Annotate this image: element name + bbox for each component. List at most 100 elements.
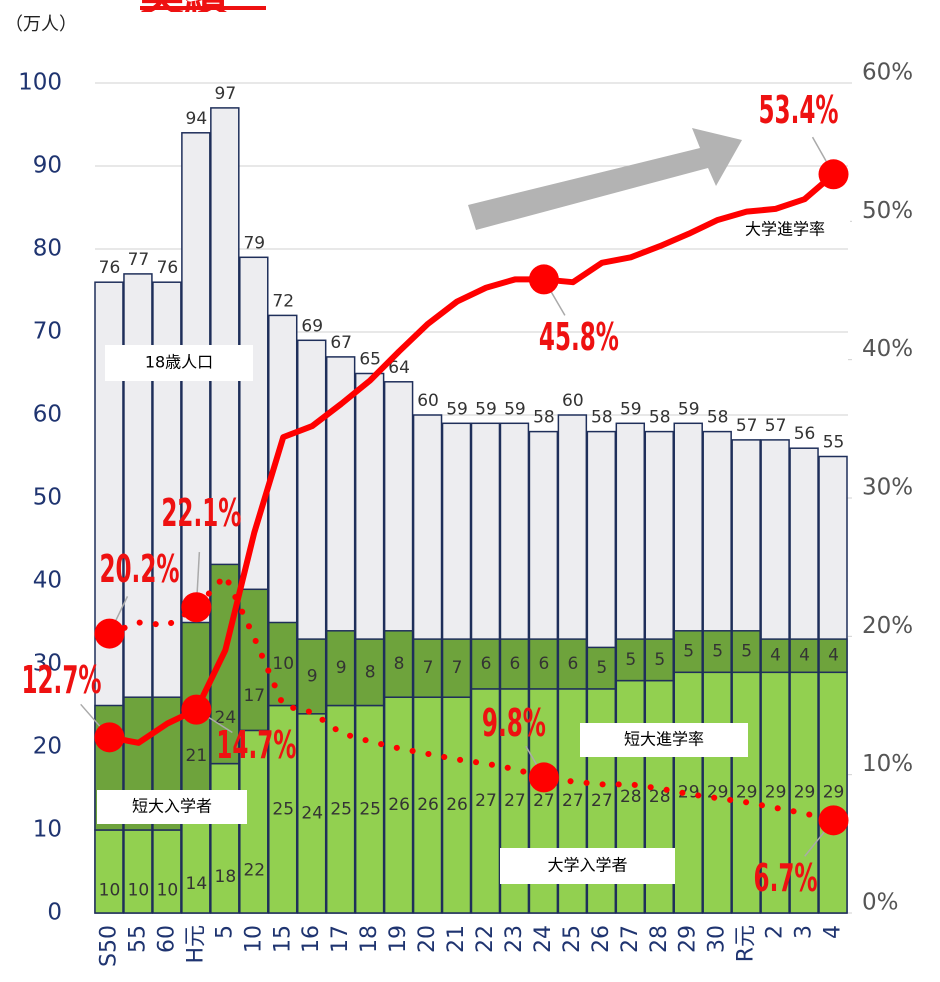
segment-label: 21	[186, 746, 208, 766]
segment-label: 29	[707, 783, 729, 803]
segment-label: 29	[736, 783, 758, 803]
title-underline	[140, 6, 266, 10]
x-tick-label: 22	[473, 925, 498, 953]
x-tick-label: 15	[270, 925, 295, 953]
rate-marker	[94, 722, 125, 753]
x-tick-label: 27	[618, 925, 643, 953]
segment-label: 26	[388, 795, 410, 815]
population-label: 59	[620, 399, 642, 419]
legend-box	[105, 345, 253, 381]
y2-tick-label: 10%	[862, 751, 913, 777]
segment-label: 10	[99, 880, 121, 900]
segment-label: 27	[533, 791, 555, 811]
rate-label: 53.4%	[759, 88, 839, 132]
y2-tick-label: 60%	[862, 60, 913, 86]
segment-label: 26	[417, 795, 439, 815]
segment-label: 7	[452, 658, 463, 678]
stack-bar	[731, 630, 761, 674]
population-label: 76	[99, 258, 121, 278]
segment-label: 10	[157, 880, 179, 900]
segment-label: 27	[475, 791, 497, 811]
segment-label: 5	[654, 650, 665, 670]
stack-bar	[412, 638, 443, 698]
stack-bar	[354, 638, 385, 707]
legend-box	[97, 790, 247, 824]
rate-label: 45.8%	[539, 315, 619, 359]
y2-tick-label: 0%	[862, 890, 899, 916]
trend-arrow	[468, 128, 742, 230]
legend-label: 大学進学率	[745, 220, 825, 239]
y-tick-label: 80	[33, 236, 62, 262]
x-tick-label: 55	[125, 925, 150, 953]
chart-title: 実績	[140, 0, 228, 21]
population-label: 69	[301, 316, 323, 336]
population-label: 64	[388, 358, 410, 378]
y-tick-label: 0	[47, 900, 62, 926]
rate-marker	[818, 159, 849, 190]
rate-marker	[528, 762, 559, 793]
population-label: 94	[186, 109, 208, 129]
segment-label: 6	[481, 654, 492, 674]
x-tick-label: 5	[212, 925, 237, 939]
stack-bar	[152, 829, 182, 914]
segment-label: 5	[625, 650, 636, 670]
population-label: 58	[591, 408, 613, 428]
rate-marker	[94, 618, 125, 649]
segment-label: 27	[562, 791, 584, 811]
stack-bar	[123, 829, 153, 914]
segment-label: 24	[215, 708, 237, 728]
stack-bar	[499, 638, 530, 690]
stack-bar	[470, 688, 501, 914]
segment-label: 4	[828, 646, 839, 666]
segment-label: 29	[765, 783, 787, 803]
rate-line	[106, 572, 837, 824]
segment-label: 6	[510, 654, 521, 674]
stack-bar	[702, 630, 732, 674]
x-tick-label: 2	[763, 925, 788, 939]
segment-label: 4	[770, 646, 781, 666]
x-tick-label: R元	[734, 925, 759, 962]
segment-label: 27	[591, 791, 613, 811]
x-tick-label: 26	[589, 925, 614, 953]
y2-tick-label: 30%	[862, 475, 913, 501]
segment-label: 7	[423, 658, 434, 678]
rate-line	[106, 171, 837, 746]
x-tick-label: 16	[299, 925, 324, 953]
stack-bar	[818, 671, 848, 914]
x-tick-label: 20	[415, 925, 440, 953]
stack-bar	[557, 638, 588, 690]
segment-label: 6	[567, 654, 578, 674]
x-tick-label: H元	[183, 925, 208, 964]
rate-label: 14.7%	[216, 723, 296, 767]
rate-label: 9.8%	[482, 701, 546, 745]
stack-bar	[818, 638, 848, 674]
segment-label: 8	[394, 654, 405, 674]
segment-label: 5	[596, 658, 607, 678]
stack-bar	[470, 638, 501, 690]
population-label: 55	[823, 433, 845, 453]
segment-label: 28	[620, 787, 642, 807]
segment-label: 22	[243, 860, 265, 880]
stack-bar	[94, 829, 124, 914]
stack-bar	[210, 762, 240, 914]
x-tick-label: 23	[502, 925, 527, 953]
y-tick-label: 60	[33, 402, 62, 428]
legend-box	[580, 723, 748, 757]
rate-marker	[818, 805, 849, 836]
population-label: 77	[128, 250, 150, 270]
rate-marker	[181, 592, 212, 623]
stack-bar	[673, 630, 703, 674]
x-tick-label: 3	[792, 925, 817, 939]
legend-label: 大学入学者	[547, 856, 627, 875]
y2-tick-label: 40%	[862, 336, 913, 362]
population-label: 60	[417, 391, 439, 411]
rate-marker	[528, 264, 559, 295]
population-label: 97	[215, 84, 237, 104]
population-label: 59	[504, 399, 526, 419]
y-tick-label: 30	[33, 651, 62, 677]
stack-bar	[296, 713, 327, 914]
segment-label: 10	[272, 654, 294, 674]
stack-bar	[789, 671, 819, 914]
segment-label: 9	[307, 666, 318, 686]
